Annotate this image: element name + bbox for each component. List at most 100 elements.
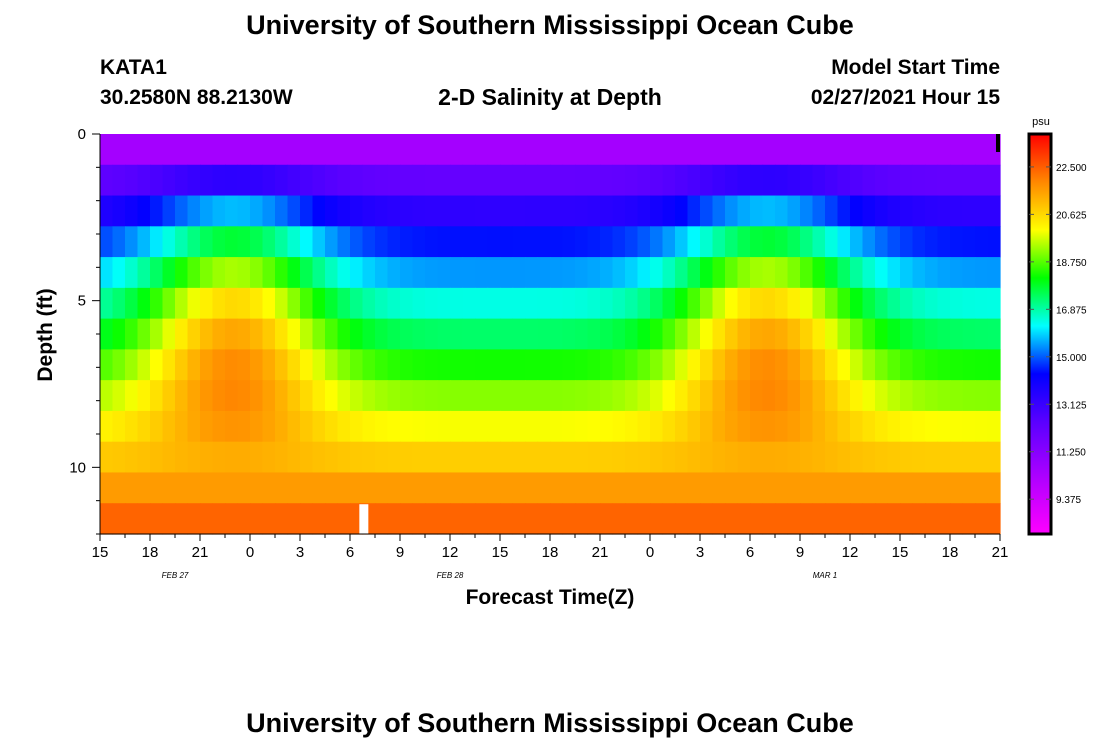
heatmap-cell bbox=[100, 380, 114, 412]
heatmap-cell bbox=[450, 472, 464, 504]
heatmap-cell bbox=[975, 410, 989, 443]
heatmap-cell bbox=[375, 318, 389, 350]
heatmap-cell bbox=[712, 349, 726, 381]
heatmap-cell bbox=[437, 441, 451, 474]
heatmap-cell bbox=[762, 472, 776, 504]
heatmap-cell bbox=[775, 164, 789, 197]
heatmap-cell bbox=[650, 257, 664, 289]
heatmap-cell bbox=[900, 195, 914, 227]
heatmap-cell bbox=[225, 257, 239, 289]
heatmap-cell bbox=[812, 503, 826, 535]
heatmap-cell bbox=[800, 441, 814, 474]
heatmap-cell bbox=[137, 349, 151, 381]
heatmap-cell bbox=[825, 257, 839, 289]
heatmap-cell bbox=[500, 441, 514, 474]
heatmap-cell bbox=[887, 134, 901, 166]
heatmap-cell bbox=[100, 226, 114, 258]
heatmap-cell bbox=[550, 349, 564, 381]
heatmap-cell bbox=[975, 257, 989, 289]
heatmap-cell bbox=[712, 134, 726, 166]
heatmap-cell bbox=[450, 195, 464, 227]
heatmap-cell bbox=[450, 441, 464, 474]
heatmap-cell bbox=[175, 287, 189, 320]
heatmap-cell bbox=[175, 441, 189, 474]
heatmap-cell bbox=[512, 318, 526, 350]
heatmap-cell bbox=[237, 410, 251, 443]
heatmap-cell bbox=[312, 349, 326, 381]
heatmap-cell bbox=[162, 134, 176, 166]
heatmap-cell bbox=[487, 195, 501, 227]
heatmap-cell bbox=[287, 134, 301, 166]
heatmap-cell bbox=[912, 287, 926, 320]
heatmap-cell bbox=[287, 349, 301, 381]
heatmap-cell bbox=[225, 380, 239, 412]
heatmap-cell bbox=[450, 287, 464, 320]
heatmap-cell bbox=[725, 349, 739, 381]
heatmap-cell bbox=[825, 318, 839, 350]
heatmap-cell bbox=[337, 503, 351, 535]
heatmap-cell bbox=[875, 287, 889, 320]
heatmap-cell bbox=[100, 503, 114, 535]
heatmap-cell bbox=[575, 380, 589, 412]
heatmap-cell bbox=[225, 349, 239, 381]
heatmap-cell bbox=[562, 164, 576, 197]
heatmap-cell bbox=[975, 318, 989, 350]
heatmap-cell bbox=[175, 318, 189, 350]
heatmap-cell bbox=[337, 164, 351, 197]
x-tick-label: 15 bbox=[892, 544, 909, 561]
heatmap-cell bbox=[600, 503, 614, 535]
heatmap-cell bbox=[937, 226, 951, 258]
heatmap-cell bbox=[737, 226, 751, 258]
heatmap-cell bbox=[150, 164, 164, 197]
heatmap-cell bbox=[412, 226, 426, 258]
heatmap-cell bbox=[587, 287, 601, 320]
heatmap-cell bbox=[312, 226, 326, 258]
heatmap-cell bbox=[725, 164, 739, 197]
heatmap-cell bbox=[750, 472, 764, 504]
heatmap-cell bbox=[862, 195, 876, 227]
heatmap-cell bbox=[712, 287, 726, 320]
heatmap-cell bbox=[875, 441, 889, 474]
heatmap-cell bbox=[837, 164, 851, 197]
heatmap-cell bbox=[350, 410, 364, 443]
heatmap-cell bbox=[837, 195, 851, 227]
heatmap-cell bbox=[600, 287, 614, 320]
heatmap-cell bbox=[687, 503, 701, 535]
heatmap-cell bbox=[200, 226, 214, 258]
x-tick-label: 0 bbox=[246, 544, 254, 561]
heatmap-cell bbox=[575, 503, 589, 535]
heatmap-cell bbox=[475, 195, 489, 227]
heatmap-cell bbox=[275, 287, 289, 320]
heatmap-cell bbox=[987, 503, 1001, 535]
heatmap-cell bbox=[825, 410, 839, 443]
heatmap-cell bbox=[287, 287, 301, 320]
heatmap-cell bbox=[275, 257, 289, 289]
heatmap-cell bbox=[462, 226, 476, 258]
x-tick-label: 21 bbox=[992, 544, 1009, 561]
colorbar-tick-label: 16.875 bbox=[1056, 305, 1087, 316]
heatmap-cell bbox=[662, 472, 676, 504]
heatmap-cell bbox=[987, 410, 1001, 443]
heatmap-cell bbox=[837, 349, 851, 381]
heatmap-cell bbox=[687, 134, 701, 166]
heatmap-cell bbox=[250, 226, 264, 258]
heatmap-cell bbox=[562, 410, 576, 443]
heatmap-cell bbox=[612, 503, 626, 535]
heatmap-cell bbox=[137, 410, 151, 443]
heatmap-cell bbox=[212, 164, 226, 197]
heatmap-cell bbox=[975, 164, 989, 197]
heatmap-cell bbox=[587, 441, 601, 474]
heatmap-cell bbox=[275, 503, 289, 535]
heatmap-cell bbox=[550, 503, 564, 535]
heatmap-cell bbox=[837, 441, 851, 474]
heatmap-cell bbox=[387, 134, 401, 166]
heatmap-cell bbox=[725, 318, 739, 350]
heatmap-cell bbox=[987, 226, 1001, 258]
heatmap-cell bbox=[812, 380, 826, 412]
heatmap-cell bbox=[550, 441, 564, 474]
heatmap-cell bbox=[562, 134, 576, 166]
heatmap-cell bbox=[425, 503, 439, 535]
heatmap-cell bbox=[200, 134, 214, 166]
heatmap-cell bbox=[587, 226, 601, 258]
heatmap-cell bbox=[387, 441, 401, 474]
